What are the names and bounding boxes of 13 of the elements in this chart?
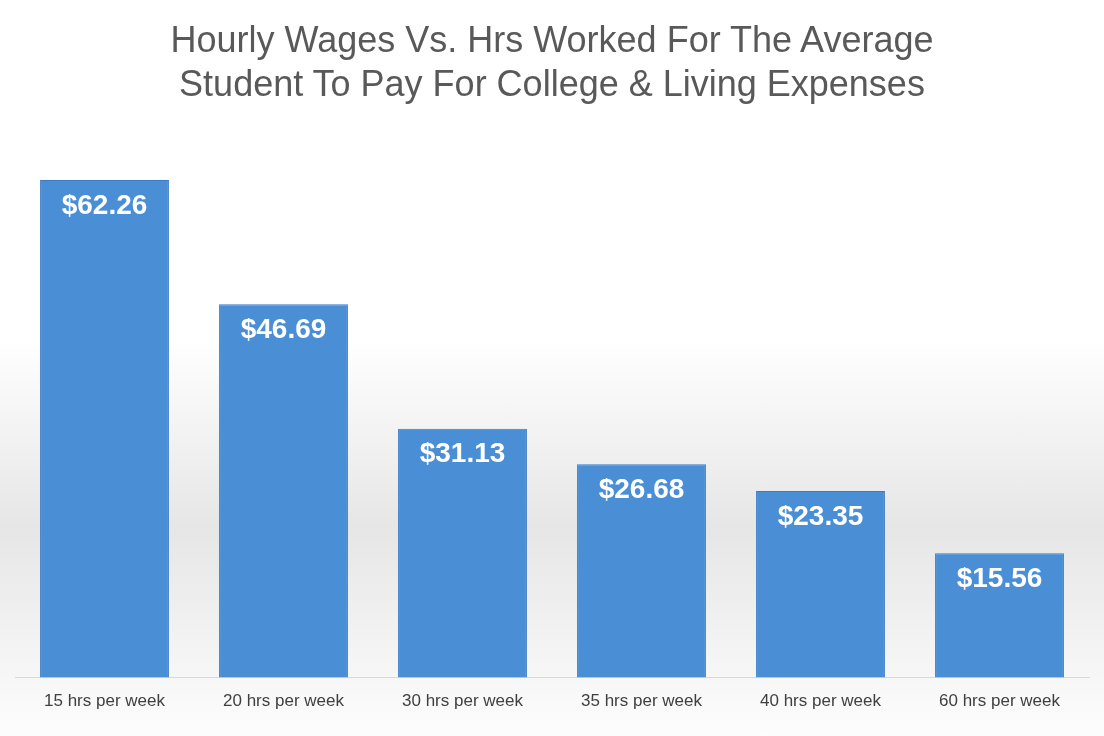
data-label: $46.69 (240, 313, 327, 345)
x-tick-label: 60 hrs per week (939, 691, 1061, 711)
x-tick-label: 40 hrs per week (760, 691, 882, 711)
data-label: $23.35 (777, 499, 864, 531)
data-label: $62.26 (61, 188, 148, 220)
x-tick-label: 20 hrs per week (223, 691, 345, 711)
x-tick-label: 30 hrs per week (402, 691, 524, 711)
x-tick-label: 35 hrs per week (581, 691, 703, 711)
data-label: $15.56 (956, 561, 1043, 593)
data-label: $26.68 (598, 473, 685, 505)
chart-title: Hourly Wages Vs. Hrs Worked For The Average Student To Pay For College & Living Expenses (169, 18, 935, 106)
data-label: $31.13 (419, 437, 506, 469)
x-tick-label: 15 hrs per week (44, 691, 166, 711)
